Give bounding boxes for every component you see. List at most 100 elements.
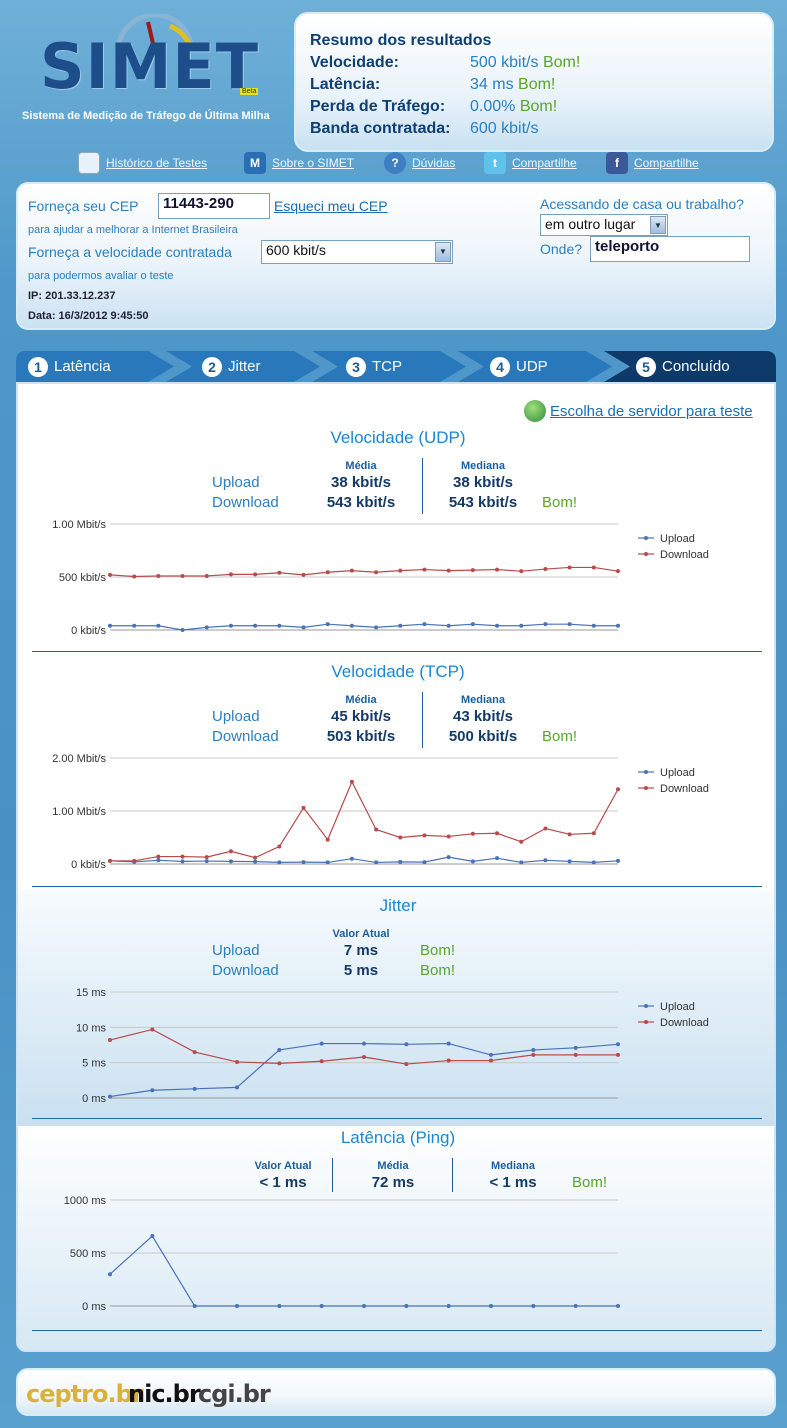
- series-line-download: [109, 566, 619, 578]
- udp-speed-chart: 1.00 Mbit/s 500 kbit/s 0 kbit/s Upload Downl…: [52, 519, 709, 637]
- simet-icon: M: [244, 152, 266, 174]
- data-point: [108, 858, 112, 863]
- history-link[interactable]: Histórico de Testes: [78, 152, 207, 174]
- data-point: [132, 623, 137, 628]
- udp-upload-median: 38 kbit/s: [452, 474, 514, 491]
- cep-help: para ajudar a melhorar a Internet Brasil…: [28, 224, 238, 236]
- data-point: [150, 1088, 155, 1093]
- data-point: [349, 856, 354, 861]
- data-point: [277, 1061, 282, 1066]
- data-point: [495, 831, 500, 836]
- data-point: [616, 1042, 620, 1047]
- data-point: [446, 855, 451, 860]
- data-point: [362, 1055, 366, 1060]
- ip-address: IP: 201.33.12.237: [28, 290, 116, 302]
- data-point: [470, 622, 475, 627]
- latency-label: Latência:: [310, 76, 381, 93]
- data-point: [422, 567, 427, 572]
- share-twitter-link[interactable]: t Compartilhe: [484, 152, 577, 174]
- chevron-down-icon: ▼: [650, 216, 666, 234]
- data-point: [567, 832, 572, 837]
- nic-logo: nic.br: [128, 1380, 201, 1408]
- latency-value: 34 ms Bom!: [470, 76, 556, 93]
- data-point: [519, 623, 524, 628]
- data-point: [253, 855, 258, 860]
- tcp-title: Velocidade (TCP): [331, 662, 465, 681]
- series-line-upload: [109, 856, 619, 864]
- udp-status: Bom!: [542, 494, 578, 511]
- data-point: [204, 625, 209, 630]
- data-point: [543, 858, 548, 863]
- data-point: [253, 572, 258, 577]
- data-point: [422, 860, 427, 865]
- legend-label: Download: [660, 783, 709, 795]
- legend-label: Download: [660, 549, 709, 561]
- data-point: [319, 1059, 324, 1064]
- jitter-chart: 15 ms 10 ms 5 ms 0 ms Upload Download: [76, 987, 709, 1105]
- data-point: [374, 860, 379, 865]
- data-point: [495, 623, 500, 628]
- jitter-upload-value: 7 ms: [343, 942, 379, 959]
- data-point: [180, 854, 185, 859]
- faq-link[interactable]: ? Dúvidas: [384, 152, 455, 174]
- udp-download-mean: 543 kbit/s: [326, 494, 396, 511]
- access-location-select[interactable]: em outro lugar ▼: [540, 214, 668, 236]
- data-point: [519, 839, 524, 844]
- y-tick-label: 0 kbit/s: [71, 859, 106, 871]
- where-input[interactable]: teleporto: [590, 236, 750, 262]
- data-point: [398, 835, 403, 840]
- contracted-speed-select[interactable]: 600 kbit/s ▼: [261, 240, 453, 264]
- simet-logo: SIMET Beta Sistema de Medição de Tráfego…: [18, 14, 288, 129]
- jitter-section-bg: [18, 890, 774, 1126]
- forgot-cep-link[interactable]: Esqueci meu CEP: [274, 198, 388, 214]
- step-latency: 1 Latência: [16, 351, 111, 382]
- data-point: [591, 831, 596, 836]
- history-icon: [78, 152, 100, 174]
- data-point: [519, 569, 524, 574]
- logo-subtitle: Sistema de Medição de Tráfego de Última …: [22, 110, 270, 122]
- choose-server-link[interactable]: Escolha de servidor para teste: [524, 400, 753, 422]
- tcp-mean-header: Média: [345, 694, 377, 706]
- jitter-title: Jitter: [379, 896, 417, 915]
- data-point: [495, 856, 500, 861]
- data-point: [573, 1304, 578, 1308]
- latency-current-header: Valor Atual: [254, 1160, 312, 1172]
- y-tick-label: 0 ms: [82, 1093, 106, 1105]
- bandwidth-label: Banda contratada:: [310, 120, 451, 137]
- about-link[interactable]: M Sobre o SIMET: [244, 152, 354, 174]
- data-point: [277, 570, 282, 575]
- data-point: [156, 623, 161, 628]
- data-point: [301, 625, 306, 630]
- data-point: [489, 1058, 493, 1063]
- data-point: [228, 849, 233, 854]
- step-udp: 4 UDP: [478, 351, 548, 382]
- tcp-upload-median: 43 kbit/s: [452, 708, 514, 725]
- data-point: [277, 1304, 282, 1308]
- data-point: [531, 1304, 536, 1308]
- data-point: [108, 1094, 112, 1099]
- udp-download-median: 543 kbit/s: [448, 494, 518, 511]
- latency-median-header: Mediana: [490, 1160, 535, 1172]
- ceptro-logo: ceptro.br: [26, 1380, 144, 1408]
- logo-wordmark: SIMET: [40, 30, 260, 103]
- tcp-upload-label: Upload: [212, 708, 260, 725]
- data-point: [301, 572, 306, 577]
- cep-input[interactable]: 11443-290: [158, 193, 270, 219]
- udp-upload-label: Upload: [212, 474, 260, 491]
- data-point: [489, 1304, 493, 1308]
- help-icon: ?: [384, 152, 406, 174]
- data-point: [616, 569, 620, 574]
- data-point: [192, 1304, 197, 1308]
- y-tick-label: 1.00 Mbit/s: [52, 519, 106, 531]
- data-point: [253, 859, 258, 864]
- y-tick-label: 1000 ms: [64, 1195, 107, 1207]
- data-point: [616, 623, 620, 628]
- y-tick-label: 2.00 Mbit/s: [52, 753, 106, 765]
- data-point: [132, 574, 137, 579]
- data-point: [228, 859, 233, 864]
- share-facebook-link[interactable]: f Compartilhe: [606, 152, 699, 174]
- series-line-upload: [110, 623, 618, 631]
- data-point: [567, 622, 572, 627]
- data-point: [543, 567, 548, 572]
- data-point: [204, 573, 209, 578]
